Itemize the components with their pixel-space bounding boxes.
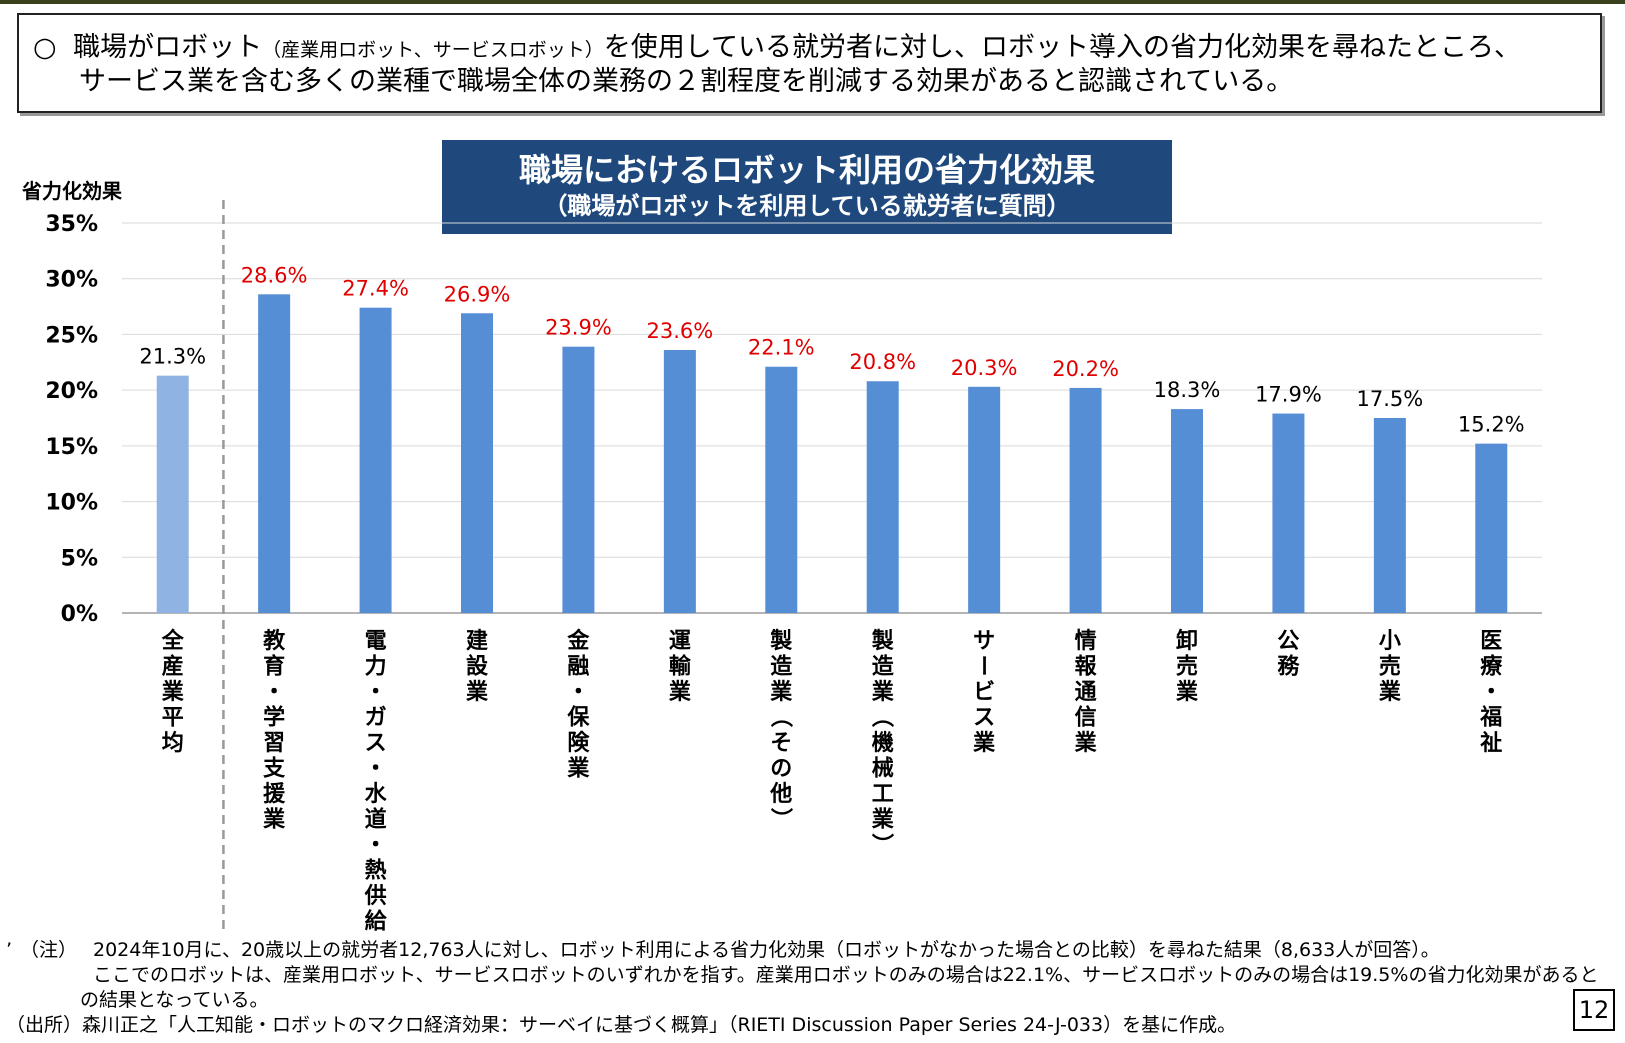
chart-title-box: 職場におけるロボット利用の省力化効果 （職場がロボットを利用している就労者に質問… bbox=[442, 140, 1172, 234]
chart-subtitle: （職場がロボットを利用している就労者に質問） bbox=[543, 192, 1071, 220]
note-line-2: ここでのロボットは、産業用ロボット、サービスロボットのいずれかを指す。産業用ロボ… bbox=[93, 964, 1599, 986]
category-label-6: 製造業その他 bbox=[769, 628, 793, 807]
bullet-circle: ○ bbox=[33, 32, 57, 63]
value-label-10: 18.3% bbox=[1154, 378, 1221, 402]
category-label-7-char: （ bbox=[869, 705, 894, 727]
category-label-11: 公務 bbox=[1277, 629, 1300, 680]
chart-title: 職場におけるロボット利用の省力化効果 bbox=[518, 151, 1095, 189]
value-label-4: 23.9% bbox=[545, 316, 612, 340]
category-label-7-char: ） bbox=[869, 833, 894, 855]
summary-box: ○ 職場がロボット（産業用ロボット、サービスロボット）を使用している就労者に対し… bbox=[17, 13, 1602, 113]
y-tick-label: 0% bbox=[61, 602, 98, 627]
category-label-13: 医療・福祉 bbox=[1479, 629, 1502, 756]
value-label-8: 20.3% bbox=[951, 356, 1018, 380]
summary-line-2: サービス業を含む多くの業種で職場全体の業務の２割程度を削減する効果があると認識さ… bbox=[79, 66, 1294, 97]
category-label-3: 建設業 bbox=[466, 629, 489, 705]
bar-8 bbox=[968, 386, 1001, 613]
value-label-2: 27.4% bbox=[342, 277, 409, 301]
category-label-8-char: ー bbox=[970, 654, 995, 676]
value-label-5: 23.6% bbox=[646, 319, 713, 343]
summary-text-1a: 職場がロボット bbox=[73, 32, 263, 63]
category-label-1: 教育・学習支援業 bbox=[263, 628, 286, 833]
source-note: （出所）森川正之「人工知能・ロボットのマクロ経済効果：サーベイに基づく概算」（R… bbox=[6, 1014, 1237, 1036]
y-axis-title: 省力化効果 bbox=[22, 179, 122, 203]
category-label-8: サビス業 bbox=[973, 629, 996, 756]
y-tick-label: 10% bbox=[45, 491, 98, 516]
category-label-9: 情報通信業 bbox=[1075, 628, 1098, 756]
note-line-3: の結果となっている。 bbox=[80, 989, 269, 1011]
page-number: 12 bbox=[1573, 989, 1615, 1031]
y-tick-label: 20% bbox=[45, 379, 98, 404]
bar-chart: 0% 5% 10% 15% 20% 25% 30% 35% 21.3% 全産業平均 28.6% 教育・… bbox=[45, 200, 1542, 935]
bar-9 bbox=[1069, 387, 1102, 613]
summary-line-1: ○ 職場がロボット（産業用ロボット、サービスロボット）を使用している就労者に対し… bbox=[33, 31, 1521, 67]
value-label-0: 21.3% bbox=[139, 345, 206, 369]
value-label-13: 15.2% bbox=[1458, 413, 1525, 437]
bar-13 bbox=[1475, 443, 1508, 613]
value-label-11: 17.9% bbox=[1255, 383, 1322, 407]
category-label-6-char: ） bbox=[767, 807, 792, 829]
category-label-10: 卸売業 bbox=[1176, 628, 1199, 705]
value-label-12: 17.5% bbox=[1356, 387, 1423, 411]
value-label-9: 20.2% bbox=[1052, 357, 1119, 381]
top-rule bbox=[0, 0, 1625, 4]
category-label-2: 電力・ガス・水道・熱供給 bbox=[364, 629, 388, 935]
bar-10 bbox=[1171, 409, 1203, 613]
bar-2 bbox=[359, 307, 392, 613]
category-label-6-char: （ bbox=[767, 705, 792, 727]
category-label-4: 金融・保険業 bbox=[566, 628, 590, 782]
category-label-0: 全産業平均 bbox=[161, 628, 185, 756]
bar-6 bbox=[765, 366, 798, 613]
summary-text-1b: を使用している就労者に対し、ロボット導入の省力化効果を尋ねたところ、 bbox=[603, 32, 1521, 63]
bar-1 bbox=[258, 294, 291, 613]
y-tick-label: 25% bbox=[45, 323, 98, 348]
y-tick-label: 30% bbox=[45, 268, 98, 293]
bar-7 bbox=[866, 381, 899, 613]
bar-5 bbox=[663, 350, 696, 613]
bar-11 bbox=[1272, 413, 1305, 613]
y-tick-label: 15% bbox=[45, 435, 98, 460]
value-label-6: 22.1% bbox=[748, 336, 815, 360]
bar-12 bbox=[1373, 418, 1406, 613]
bar-4 bbox=[562, 346, 595, 613]
note-label: （注） bbox=[20, 939, 78, 961]
category-label-5: 運輸業 bbox=[669, 629, 692, 705]
value-label-7: 20.8% bbox=[849, 350, 916, 374]
y-tick-label: 35% bbox=[45, 212, 98, 237]
category-label-7: 製造業機械工業 bbox=[871, 628, 895, 833]
summary-text-1-small: （産業用ロボット、サービスロボット） bbox=[262, 39, 604, 61]
footnote-marker: ’ bbox=[6, 939, 13, 961]
bar-3 bbox=[461, 313, 493, 613]
y-tick-label: 5% bbox=[61, 546, 98, 571]
bar-0 bbox=[156, 375, 189, 613]
value-label-3: 26.9% bbox=[444, 282, 511, 306]
note-line-1: 2024年10月に、20歳以上の就労者12,763人に対し、ロボット利用による省… bbox=[93, 939, 1440, 961]
value-label-1: 28.6% bbox=[241, 263, 308, 287]
category-label-12: 小売業 bbox=[1379, 629, 1402, 705]
